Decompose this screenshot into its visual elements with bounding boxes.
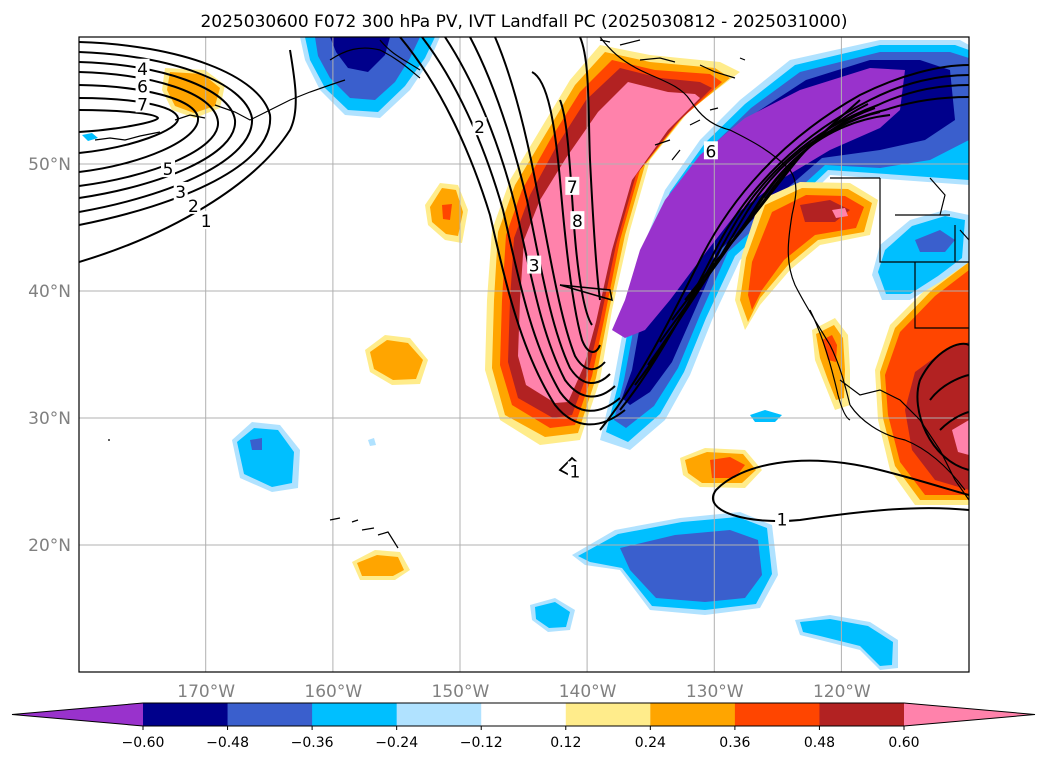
colorbar-tick-label: −0.12 xyxy=(460,735,503,751)
contour-label-text: 6 xyxy=(137,78,148,98)
contour-label-text: 2 xyxy=(188,197,199,217)
colorbar-segment xyxy=(734,703,820,726)
lon-tick-label: 140°W xyxy=(559,682,617,702)
negative-anomaly-band xyxy=(600,40,969,450)
colorbar-segment xyxy=(143,703,229,726)
contour-label-text: 3 xyxy=(529,257,540,277)
contour-label-text: 8 xyxy=(572,212,583,232)
map-content xyxy=(79,37,969,672)
lat-tick-label: 30°N xyxy=(28,409,71,429)
contour-label: 6 xyxy=(135,76,150,98)
colorbar-tick-label: −0.36 xyxy=(291,735,334,751)
contour-label: 2 xyxy=(186,195,201,217)
contour-label-text: 1 xyxy=(777,511,788,531)
gridlines xyxy=(79,37,969,672)
colorbar-segment xyxy=(819,703,905,726)
lat-tick-label: 20°N xyxy=(28,536,71,556)
subtropical-negative xyxy=(530,512,898,670)
contour-label-text: 6 xyxy=(705,142,716,162)
colorbar: −0.60 −0.48 −0.36 −0.24 −0.12 0.12 0.24 0.36 0.4… xyxy=(11,702,1036,751)
colorbar-tick-label: −0.24 xyxy=(375,735,418,751)
contour-label: 3 xyxy=(173,181,188,203)
contour-label: 3 xyxy=(527,255,542,277)
lon-tick-label: 160°W xyxy=(304,682,362,702)
great-basin-negative xyxy=(872,210,969,300)
contour-label-text: 2 xyxy=(474,118,485,138)
contour-label: 7 xyxy=(565,176,580,198)
contour-label-text: 1 xyxy=(201,212,212,232)
pv-contours xyxy=(79,37,969,523)
lat-tick-label: 40°N xyxy=(28,282,71,302)
positive-anomaly-band xyxy=(485,45,740,445)
longitude-labels: 170°W 160°W 150°W 140°W 130°W 120°W xyxy=(177,682,871,702)
map-border xyxy=(78,36,970,673)
lon-tick-label: 120°W xyxy=(813,682,871,702)
contour-label: 6 xyxy=(703,141,718,162)
colorbar-segment xyxy=(650,703,736,726)
colorbar-segment xyxy=(227,703,313,726)
contour-label: 1 xyxy=(199,211,214,232)
colorbar-extend-max xyxy=(904,703,1035,726)
contour-label-text: 1 xyxy=(569,462,580,482)
lon-tick-label: 170°W xyxy=(177,682,235,702)
colorbar-extend-min xyxy=(12,703,143,726)
contour-label-text: 4 xyxy=(137,60,148,80)
colorbar-segment xyxy=(312,703,398,726)
contour-label: 2 xyxy=(472,117,487,138)
contour-label-text: 5 xyxy=(163,160,174,180)
colorbar-tick-label: 0.36 xyxy=(719,735,750,751)
contour-label: 8 xyxy=(570,211,585,232)
latitude-labels: 20°N 30°N 40°N 50°N xyxy=(28,155,71,556)
contour-label: 5 xyxy=(161,159,175,180)
contour-label-text: 3 xyxy=(175,183,186,203)
colorbar-tick-label: −0.60 xyxy=(122,735,165,751)
contour-label: 7 xyxy=(135,94,150,115)
colorbar-tick-label: −0.48 xyxy=(206,735,249,751)
contour-label-text: 7 xyxy=(567,178,578,198)
colorbar-segment xyxy=(396,703,482,726)
west-coast-positive xyxy=(735,182,878,330)
colorbar-tick-label: 0.48 xyxy=(804,735,835,751)
lon-tick-label: 130°W xyxy=(686,682,744,702)
central-pacific-blobs xyxy=(82,133,782,580)
figure-title: 2025030600 F072 300 hPa PV, IVT Landfall… xyxy=(200,12,847,32)
lon-tick-label: 150°W xyxy=(432,682,490,702)
colorbar-tick-label: 0.24 xyxy=(635,735,666,751)
contour-label-text: 7 xyxy=(137,95,148,115)
colorbar-segment xyxy=(481,703,567,726)
contour-label: 1 xyxy=(567,461,582,482)
colorbar-tick-label: 0.60 xyxy=(888,735,919,751)
colorbar-segment xyxy=(565,703,651,726)
colorbar-tick-label: 0.12 xyxy=(550,735,581,751)
contour-label: 4 xyxy=(135,58,150,80)
contour-label: 1 xyxy=(775,509,790,531)
lat-tick-label: 50°N xyxy=(28,155,71,175)
coastlines xyxy=(94,37,969,549)
